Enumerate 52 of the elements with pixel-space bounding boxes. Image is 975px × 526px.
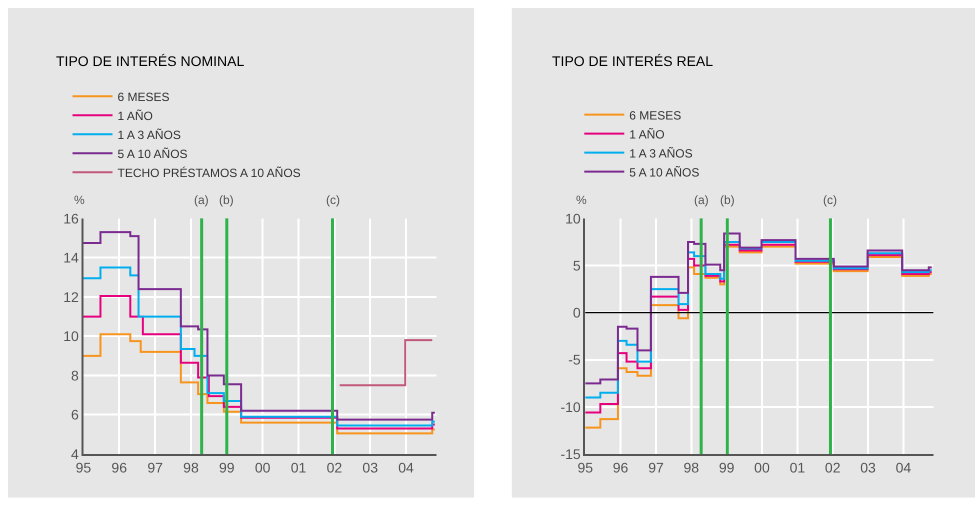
- y-tick-label: 6: [71, 406, 80, 423]
- ref-line-label: (a): [194, 193, 209, 207]
- y-tick-label: 4: [71, 446, 80, 462]
- legend-label: 6 MESES: [118, 90, 170, 104]
- x-tick-label: 04: [398, 460, 414, 476]
- x-tick-label: 03: [362, 460, 378, 476]
- x-tick-label: 96: [111, 460, 128, 476]
- y-tick-label: 14: [63, 250, 80, 266]
- ref-line-label: (b): [720, 193, 735, 207]
- x-tick-label: 98: [684, 460, 700, 476]
- x-tick-label: 96: [612, 460, 629, 476]
- x-tick-label: 03: [860, 460, 876, 476]
- chart-title: TIPO DE INTERÉS NOMINAL: [56, 53, 244, 69]
- x-tick-label: 98: [183, 460, 199, 476]
- legend-label: 5 A 10 AÑOS: [118, 146, 188, 161]
- y-tick-label: 5: [572, 257, 581, 274]
- x-tick-label: 95: [577, 460, 594, 476]
- y-tick-label: -5: [568, 352, 581, 368]
- x-tick-label: 01: [290, 460, 307, 476]
- legend-label: TECHO PRÉSTAMOS A 10 AÑOS: [118, 166, 301, 180]
- legend-label: 1 A 3 AÑOS: [629, 146, 693, 160]
- y-tick-label: 8: [71, 367, 80, 384]
- legend-label: 1 AÑO: [629, 127, 665, 142]
- chart-title: TIPO DE INTERÉS REAL: [552, 53, 714, 69]
- y-tick-label: 12: [63, 288, 80, 305]
- x-tick-label: 99: [218, 460, 235, 476]
- x-tick-label: 04: [896, 460, 912, 476]
- y-axis-title: %: [74, 193, 85, 207]
- legend-label: 6 MESES: [629, 108, 682, 122]
- x-tick-label: 95: [76, 460, 92, 476]
- x-tick-label: 02: [326, 460, 342, 476]
- ref-line-label: (c): [823, 193, 837, 207]
- y-axis-title: %: [576, 193, 587, 207]
- ref-line-label: (a): [694, 193, 709, 207]
- legend-label: 5 A 10 AÑOS: [629, 165, 700, 180]
- y-tick-label: -10: [560, 398, 581, 415]
- y-tick-label: 10: [565, 210, 581, 226]
- x-tick-label: 99: [718, 460, 735, 476]
- x-tick-label: 01: [790, 460, 806, 476]
- x-tick-label: 97: [648, 460, 664, 476]
- ref-line-label: (c): [326, 193, 340, 207]
- y-tick-label: 10: [63, 328, 80, 344]
- x-tick-label: 00: [254, 460, 271, 476]
- y-tick-label: 16: [63, 210, 80, 226]
- x-tick-label: 97: [147, 460, 164, 476]
- y-tick-label: 0: [572, 304, 581, 321]
- y-tick-label: -15: [560, 446, 581, 462]
- legend-label: 1 AÑO: [118, 108, 153, 123]
- x-tick-label: 00: [754, 460, 770, 476]
- ref-line-label: (b): [219, 193, 234, 207]
- x-tick-label: 02: [824, 460, 841, 476]
- legend-label: 1 A 3 AÑOS: [118, 128, 181, 142]
